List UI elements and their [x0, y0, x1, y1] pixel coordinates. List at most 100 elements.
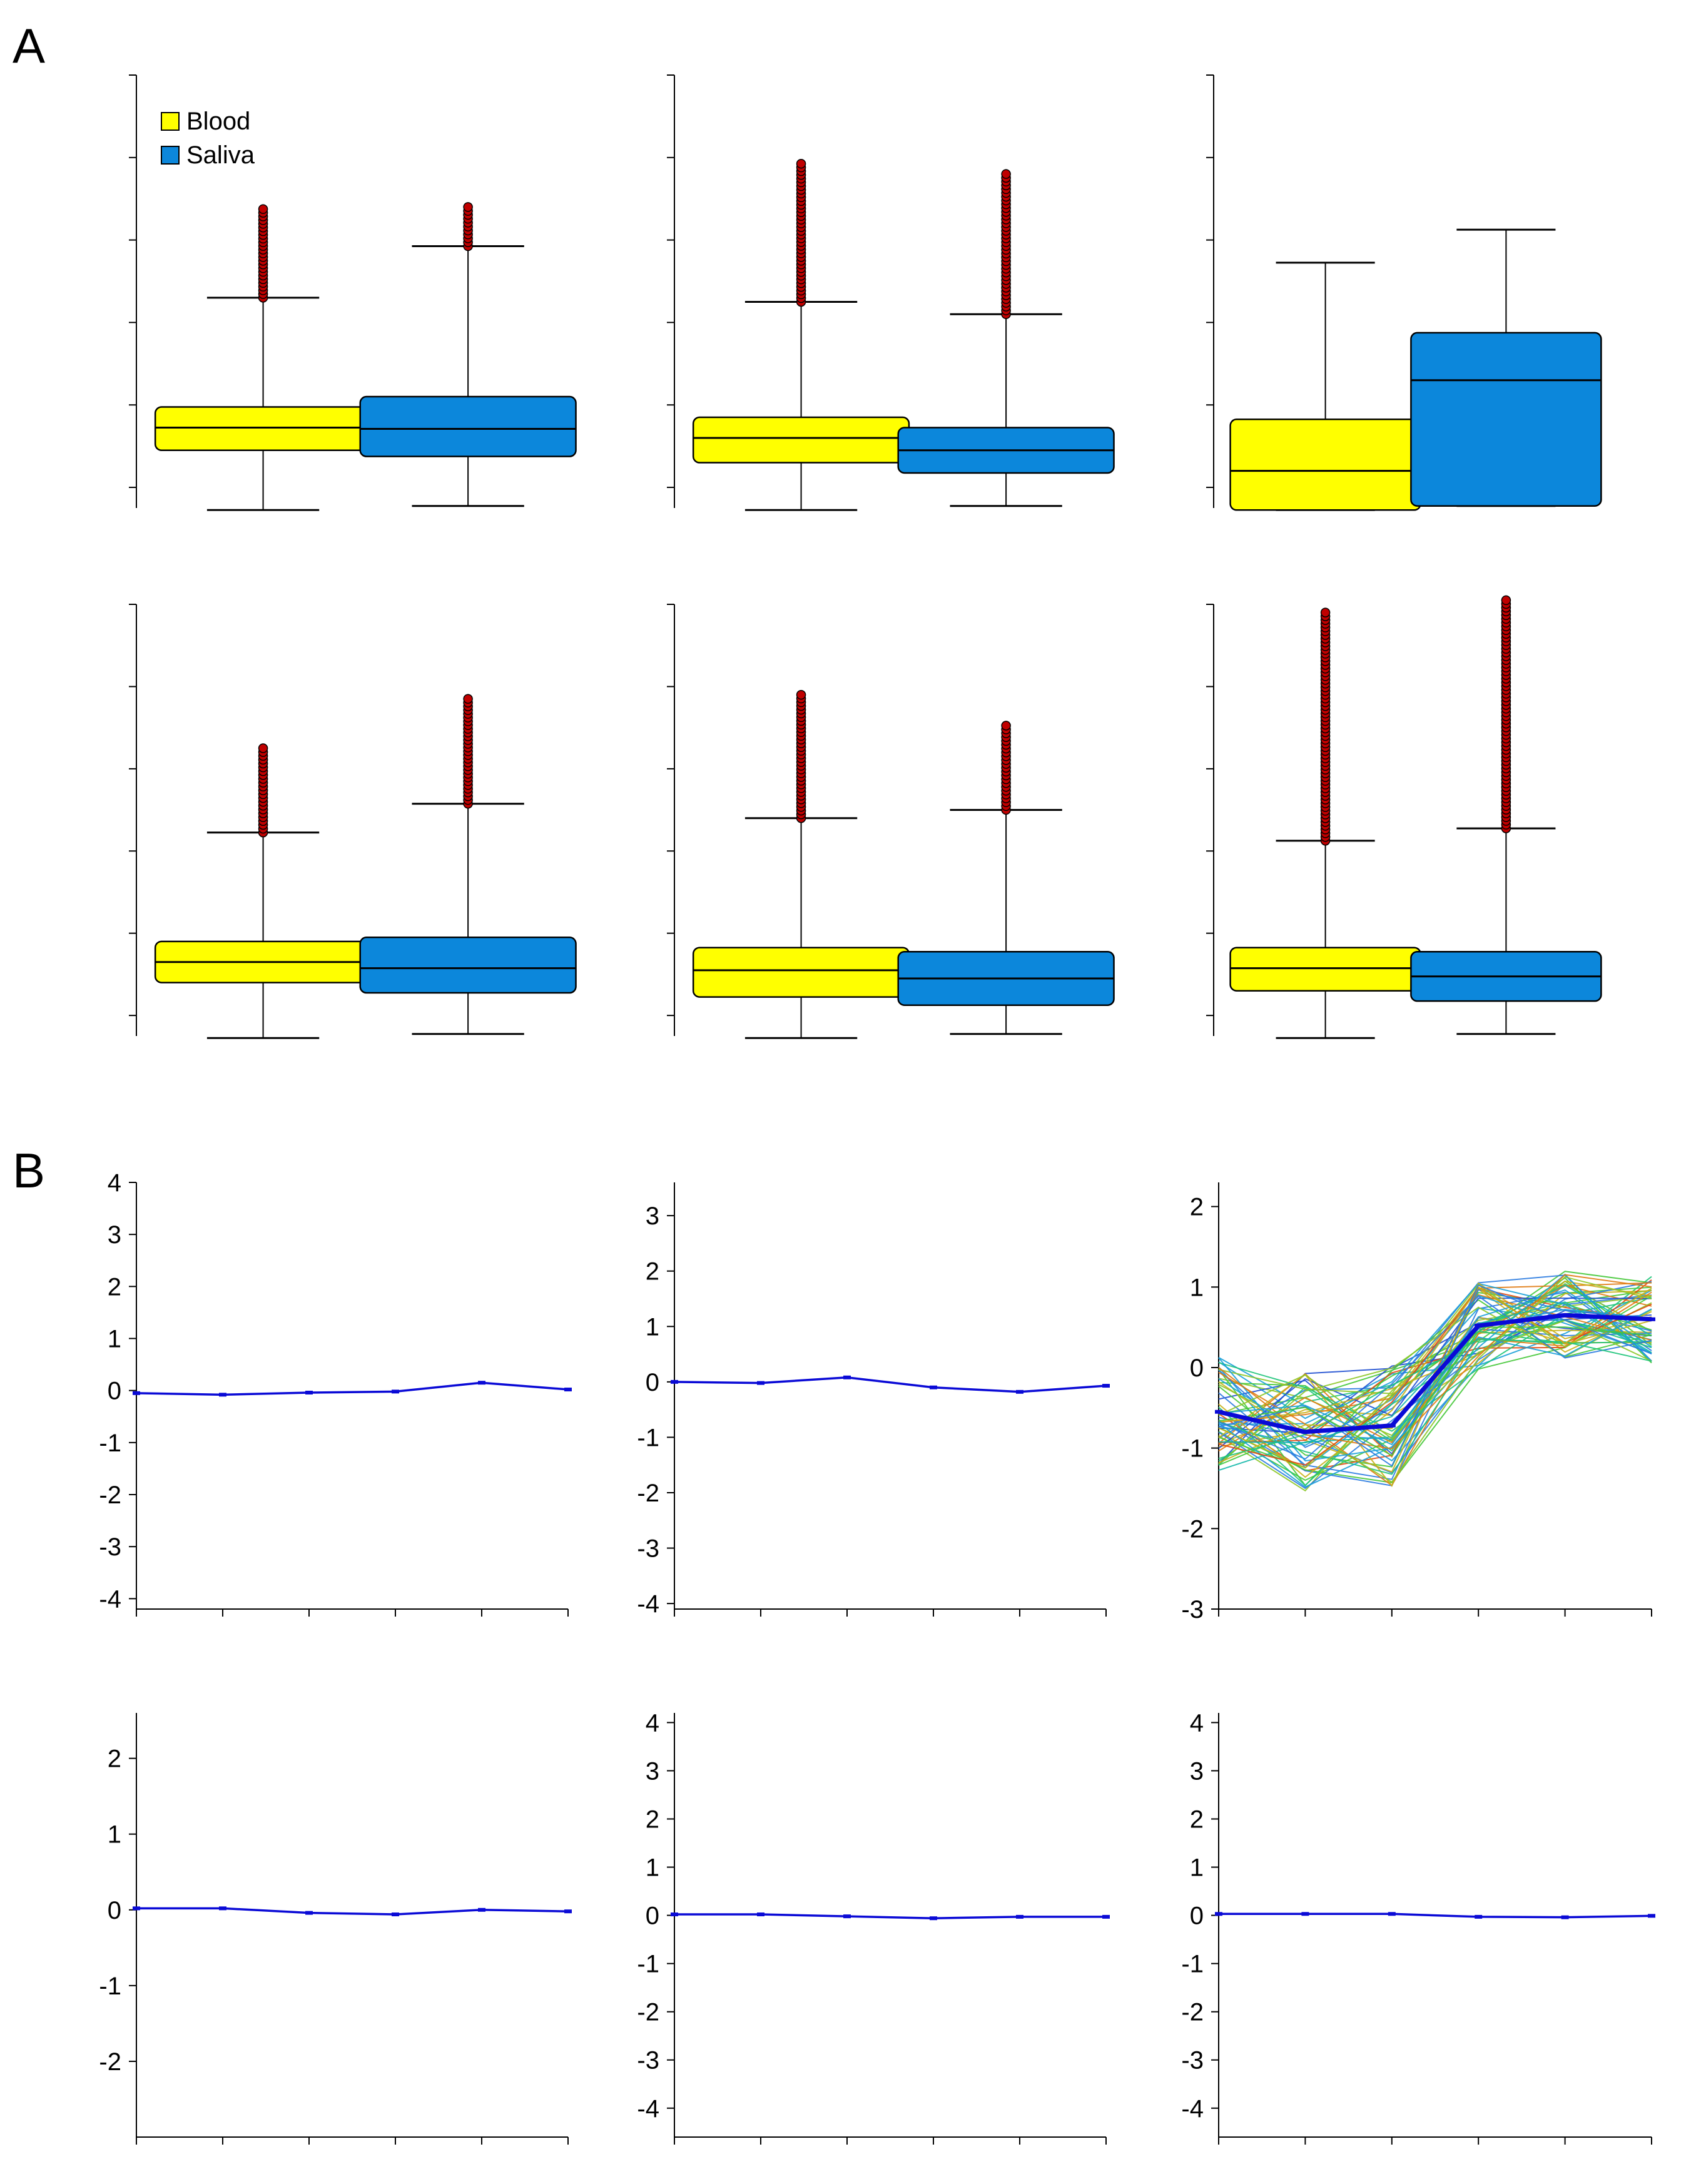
individual-profile-line: [1218, 1295, 1652, 1492]
individual-profile-line: [1218, 1301, 1652, 1444]
individual-profile-line: [1218, 1295, 1652, 1460]
panel-label-a: A: [13, 18, 45, 73]
line-y-tick-label: 0: [646, 1902, 659, 1930]
line-y-tick-label: 2: [646, 1806, 659, 1834]
individual-profile-line: [1218, 1277, 1652, 1466]
mean-line-5: [1219, 1912, 1652, 1919]
individual-profile-line: [1218, 1276, 1652, 1462]
line-y-tick-label: -3: [637, 2047, 659, 2075]
individual-profile-line: [1218, 1281, 1652, 1423]
line-y-tick-label: -4: [637, 1590, 659, 1618]
outlier-point: [1501, 595, 1511, 606]
individual-profile-line: [1218, 1319, 1652, 1440]
legend-swatch-blood: [161, 112, 180, 131]
individual-profile-line: [1218, 1273, 1652, 1488]
individual-profile-line: [1218, 1339, 1652, 1460]
mean-line-0: [136, 1381, 569, 1396]
box-blood: [692, 947, 910, 998]
outlier-point: [463, 694, 473, 704]
box-saliva: [359, 395, 577, 457]
line-y-tick-label: -1: [99, 1973, 121, 2000]
line-y-tick-label: -4: [1181, 2095, 1204, 2123]
line-y-tick-label: -2: [637, 1480, 659, 1507]
box-blood: [1229, 419, 1421, 511]
individual-profile-line: [1218, 1294, 1652, 1423]
individual-profile-line: [1218, 1308, 1652, 1462]
individual-profile-line: [1218, 1281, 1652, 1490]
box-saliva: [1410, 332, 1602, 507]
outlier-point: [1001, 169, 1011, 179]
legend-swatch-saliva: [161, 146, 180, 165]
outlier-point: [463, 202, 473, 212]
individual-profile-line: [1218, 1271, 1652, 1486]
line-y-tick-label: 2: [108, 1745, 121, 1773]
legend-label-blood: Blood: [186, 108, 250, 135]
line-y-tick-label: 4: [1190, 1709, 1204, 1737]
line-y-tick-label: 2: [108, 1273, 121, 1301]
line-y-tick-label: 1: [1190, 1854, 1204, 1882]
box-blood: [692, 416, 910, 464]
box-blood: [1229, 947, 1421, 992]
mean-line-4: [674, 1913, 1106, 1919]
individual-profile-line: [1218, 1284, 1652, 1471]
mean-line-3: [136, 1907, 569, 1916]
line-y-tick-label: -1: [99, 1430, 121, 1457]
line-y-tick-label: -1: [637, 1951, 659, 1978]
legend: Blood Saliva: [161, 108, 255, 169]
line-y-tick-label: 1: [1190, 1274, 1204, 1301]
outlier-point: [796, 689, 806, 700]
line-y-tick-label: -1: [1181, 1951, 1204, 1978]
outlier-point: [1001, 721, 1011, 731]
line-y-tick-label: 3: [646, 1202, 659, 1230]
outlier-point: [1320, 607, 1331, 617]
individual-profile-line: [1218, 1287, 1652, 1466]
panel-label-b: B: [13, 1143, 45, 1198]
line-y-tick-label: 3: [108, 1221, 121, 1249]
box-blood: [154, 406, 372, 451]
line-y-tick-label: -4: [99, 1585, 121, 1613]
line-y-tick-label: -4: [637, 2095, 659, 2123]
line-y-tick-label: 0: [108, 1897, 121, 1924]
individual-profile-line: [1218, 1326, 1652, 1456]
outlier-point: [258, 204, 268, 214]
line-y-tick-label: -3: [1181, 1596, 1204, 1623]
line-y-tick-label: 3: [1190, 1757, 1204, 1785]
line-y-tick-label: -1: [637, 1424, 659, 1451]
line-y-tick-label: 2: [1190, 1194, 1204, 1221]
line-y-tick-label: -1: [1181, 1435, 1204, 1463]
line-y-tick-label: -2: [1181, 1515, 1204, 1543]
individual-profile-line: [1218, 1274, 1652, 1450]
line-y-tick-label: -2: [1181, 1999, 1204, 2026]
outlier-point: [258, 743, 268, 753]
line-y-tick-label: 4: [646, 1709, 659, 1737]
mean-line-1: [674, 1376, 1107, 1393]
line-y-tick-label: -2: [637, 1999, 659, 2026]
line-y-tick-label: 0: [108, 1378, 121, 1405]
line-y-tick-label: -2: [99, 1481, 121, 1509]
individual-profile-line: [1218, 1276, 1652, 1483]
line-y-tick-label: 3: [646, 1757, 659, 1785]
individual-profile-line: [1218, 1299, 1652, 1469]
line-y-tick-label: -3: [99, 1533, 121, 1561]
line-y-tick-label: -3: [1181, 2047, 1204, 2075]
line-y-tick-label: 0: [646, 1369, 659, 1396]
individual-profile-line: [1218, 1306, 1652, 1465]
mean-line-2: [1218, 1313, 1652, 1435]
plots-layer: -4 -3 -2 -1 0 1 2 3 4 -4 -3 -2 -1 0 1 2 3 -3 -2 -1 0 1 2 -2 -1 0 1…: [99, 74, 1655, 2145]
line-y-tick-label: 0: [1190, 1354, 1204, 1382]
individual-profile-line: [1218, 1298, 1652, 1449]
box-saliva: [359, 937, 577, 994]
line-y-tick-label: 1: [646, 1854, 659, 1882]
line-y-tick-label: -3: [637, 1535, 659, 1563]
line-y-tick-label: 1: [646, 1313, 659, 1341]
line-y-tick-label: 0: [1190, 1902, 1204, 1930]
line-y-tick-label: 2: [1190, 1806, 1204, 1834]
individual-profile-line: [1218, 1287, 1652, 1478]
line-y-tick-label: 1: [108, 1821, 121, 1849]
line-y-tick-label: 2: [646, 1258, 659, 1286]
line-y-tick-label: 1: [108, 1326, 121, 1353]
individual-profile-line: [1218, 1282, 1652, 1487]
outlier-point: [796, 158, 806, 169]
legend-label-saliva: Saliva: [186, 141, 255, 169]
